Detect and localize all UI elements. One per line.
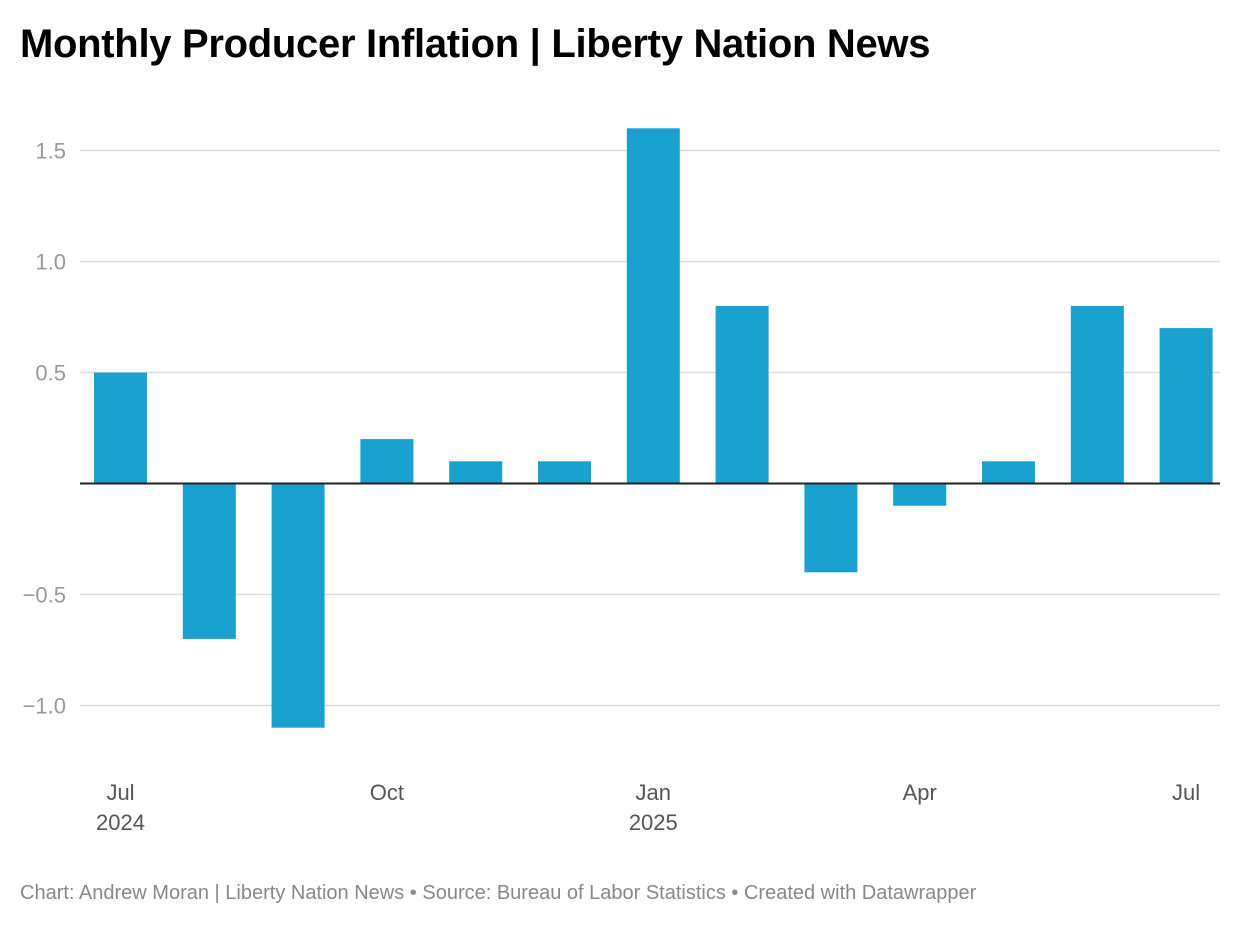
bar-2025-02: [715, 305, 769, 484]
bars: [94, 128, 1213, 728]
bar-2024-10: [360, 439, 414, 484]
bar-2025-05: [982, 461, 1035, 484]
bar-2025-03: [804, 483, 858, 573]
bar-2024-08: [182, 483, 236, 639]
bar-2024-07: [94, 372, 147, 484]
x-tick-label: Jul: [1172, 780, 1200, 805]
x-tick-year: 2025: [629, 810, 678, 835]
y-axis-ticks: 1.5 1.0 0.5 −0.5 −1.0: [23, 139, 66, 719]
bar-2025-01: [626, 128, 680, 484]
bar-2025-06: [1070, 305, 1124, 484]
bar-2025-04: [893, 483, 947, 506]
x-tick-label: Jan: [636, 780, 671, 805]
y-tick-label: 1.5: [35, 139, 66, 164]
x-tick-label: Jul: [106, 780, 134, 805]
x-tick-label: Oct: [370, 780, 404, 805]
bar-2024-09: [271, 483, 325, 728]
x-tick-label: Apr: [903, 780, 937, 805]
bar-2024-11: [449, 461, 503, 484]
y-tick-label: 1.0: [35, 250, 66, 275]
bar-2025-07: [1159, 328, 1213, 484]
bar-2024-12: [538, 461, 591, 484]
y-tick-label: −1.0: [23, 694, 66, 719]
x-tick-year: 2024: [96, 810, 145, 835]
x-axis-ticks: Jul 2024 Oct Jan 2025 Apr Jul: [96, 780, 1200, 835]
chart-footer: Chart: Andrew Moran | Liberty Nation New…: [20, 882, 977, 904]
y-tick-label: 0.5: [35, 361, 66, 386]
y-tick-label: −0.5: [23, 583, 66, 608]
chart-title: Monthly Producer Inflation | Liberty Nat…: [20, 22, 931, 66]
